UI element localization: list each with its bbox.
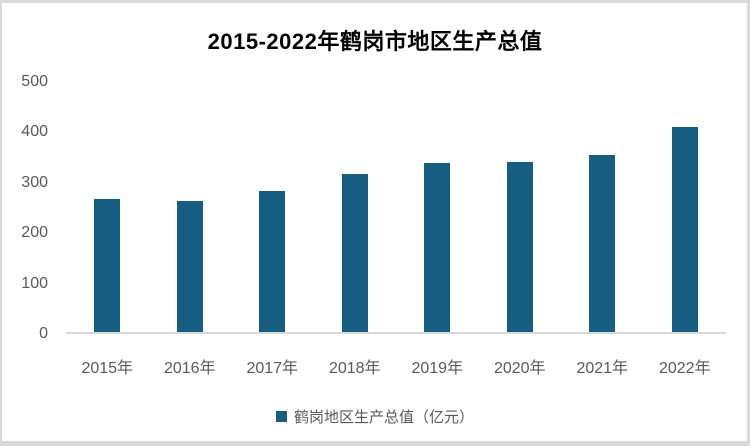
x-tick-label-2016年: 2016年	[163, 360, 216, 377]
bar-2016年	[176, 201, 203, 332]
bar-slot-2017年	[231, 82, 314, 332]
y-tick-label-100: 100	[21, 274, 48, 292]
bar-2021年	[589, 155, 616, 332]
chart-title: 2015-2022年鹤岗市地区生产总值	[207, 29, 543, 54]
legend-square-marker-icon	[275, 411, 287, 422]
bar-slot-2022年	[644, 82, 727, 332]
bar-slot-2018年	[314, 82, 397, 332]
bar-2017年	[259, 190, 286, 332]
y-tick-label-0: 0	[39, 325, 48, 342]
bar-slot-2021年	[561, 82, 644, 332]
y-tick-label-200: 200	[21, 224, 48, 242]
bar-2018年	[341, 174, 368, 332]
bar-2020年	[506, 161, 533, 332]
x-tick-label-2019年: 2019年	[411, 360, 464, 377]
bar-slot-2015年	[66, 82, 149, 332]
x-tick-label-2018年: 2018年	[328, 360, 381, 377]
x-tick-label-2015年: 2015年	[81, 360, 134, 377]
x-tick-label-2020年: 2020年	[493, 360, 546, 377]
x-tick-label-2017年: 2017年	[246, 360, 299, 377]
y-axis: 0 100 200 300 400 500	[0, 74, 48, 342]
y-tick-label-300: 300	[21, 173, 48, 191]
bar-slot-2020年	[479, 82, 562, 332]
legend: 鹤岗地区生产总值（亿元）	[0, 406, 750, 427]
legend-label: 鹤岗地区生产总值（亿元）	[293, 409, 474, 426]
bar-2019年	[424, 163, 451, 332]
bar-2022年	[671, 127, 698, 332]
x-tick-label-2022年: 2022年	[658, 360, 711, 377]
plot-area	[66, 82, 726, 334]
bar-slot-2019年	[396, 82, 479, 332]
y-tick-label-400: 400	[21, 123, 48, 141]
bar-slot-2016年	[149, 82, 232, 332]
y-tick-label-500: 500	[21, 73, 48, 90]
x-axis: 2015年 2016年 2017年 2018年 2019年 2020年 2021年 2022年	[66, 354, 726, 378]
bar-2015年	[94, 199, 121, 332]
x-tick-label-2021年: 2021年	[576, 360, 629, 377]
